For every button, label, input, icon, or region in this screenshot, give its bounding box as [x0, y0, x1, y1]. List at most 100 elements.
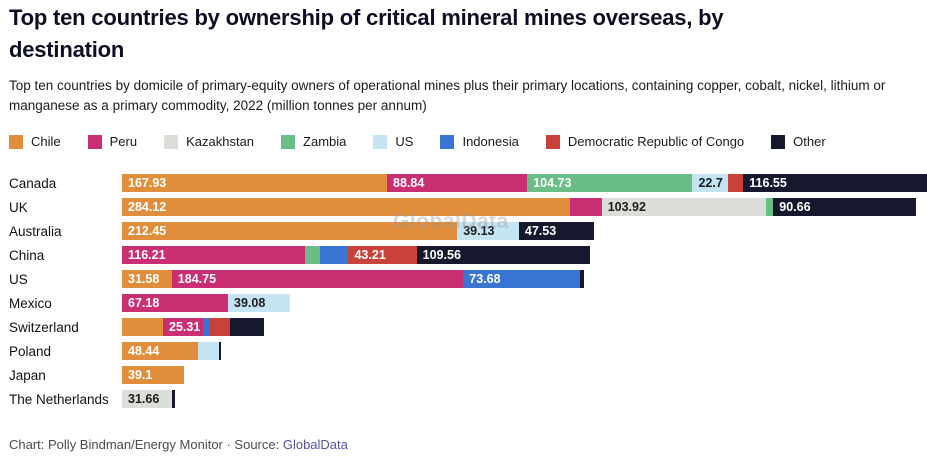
bar-row: US 31.58 184.75 73.68 [9, 267, 917, 291]
bar-row: Mexico 67.18 39.08 [9, 291, 917, 315]
bar-segment: 88.84 [387, 174, 528, 193]
segment-value: 39.08 [234, 296, 266, 311]
bar-segment [198, 342, 219, 361]
bar-row: Japan 39.1 [9, 363, 917, 387]
segment-value: 67.18 [128, 296, 160, 311]
bar-segment [305, 246, 320, 265]
segment-value: 104.73 [533, 176, 572, 191]
segment-value: 284.12 [128, 200, 167, 215]
bar-segment [229, 318, 264, 337]
bar-track: 25.31 [122, 318, 264, 337]
bar-row: Australia 212.45 39.13 47.53 [9, 219, 917, 243]
page-title: Top ten countries by ownership of critic… [9, 5, 724, 62]
bar-track: 167.93 88.84 104.73 22.7 116.55 [122, 174, 927, 193]
bar-segment: 90.66 [773, 198, 917, 217]
bar-row: Switzerland 25.31 [9, 315, 917, 339]
segment-value: 167.93 [128, 176, 167, 191]
legend-item-kazakhstan: Kazakhstan [164, 134, 254, 149]
bar-row: China 116.21 43.21 109.56 [9, 243, 917, 267]
segment-value: 184.75 [177, 272, 217, 287]
legend-label: Zambia [303, 134, 347, 150]
segment-value: 73.68 [469, 272, 501, 287]
bar-track: 39.1 [122, 366, 184, 385]
bar-segment: 67.18 [122, 294, 228, 313]
bar-row: UK 284.12 103.92 90.66 [9, 195, 917, 219]
legend-swatch-icon [281, 134, 296, 149]
legend-item-other: Other [771, 134, 826, 149]
bar-segment: 116.55 [743, 174, 927, 193]
bar-segment: 25.31 [163, 318, 203, 337]
segment-value: 47.53 [524, 224, 557, 239]
footer-credit: Chart: Polly Bindman/Energy Monitor · So… [9, 437, 283, 452]
bar-segment [570, 198, 602, 217]
bar-segment: 39.1 [122, 366, 184, 385]
bar-segment [728, 174, 744, 193]
bar-segment: 109.56 [416, 246, 590, 265]
legend-item-zambia: Zambia [281, 134, 346, 149]
row-label: Mexico [9, 295, 52, 311]
chart-subtitle: Top ten countries by domicile of primary… [9, 77, 886, 114]
bar-segment: 116.21 [122, 246, 306, 265]
segment-value: 22.7 [698, 176, 723, 191]
bar-segment: 31.66 [122, 390, 172, 409]
bar-segment [172, 390, 176, 409]
bar-track: 31.66 [122, 390, 176, 409]
legend-item-indonesia: Indonesia [440, 134, 519, 150]
legend-label: Peru [109, 134, 138, 150]
row-label: Canada [9, 175, 57, 191]
segment-value: 31.66 [128, 392, 160, 407]
bar-segment [319, 246, 349, 265]
bar-row: Poland 48.44 [9, 339, 917, 363]
bar-segment: 73.68 [463, 270, 580, 289]
bar-segment: 39.13 [457, 222, 519, 241]
segment-value: 88.84 [393, 176, 425, 191]
source-link[interactable]: GlobalData [282, 437, 348, 452]
bar-segment: 167.93 [122, 174, 387, 193]
bar-segment: 43.21 [348, 246, 417, 265]
row-label: Australia [9, 223, 62, 239]
bar-segment [202, 318, 209, 337]
legend-label: Kazakhstan [186, 134, 255, 150]
legend-item-us: US [373, 134, 413, 149]
bar-track: 284.12 103.92 90.66 [122, 198, 917, 217]
legend-label: Indonesia [462, 134, 519, 150]
bar-segment: 31.58 [122, 270, 172, 289]
chart-legend: Chile Peru Kazakhstan Zambia US Indonesia Demo… [9, 134, 917, 149]
segment-value: 116.21 [128, 248, 166, 263]
legend-item-chile: Chile [9, 134, 61, 149]
row-label: Poland [9, 343, 52, 359]
segment-value: 90.66 [779, 200, 811, 215]
bar-segment: 22.7 [692, 174, 729, 193]
legend-label: Chile [31, 134, 61, 150]
bar-segment: 284.12 [122, 198, 571, 217]
legend-label: Democratic Republic of Congo [567, 134, 745, 150]
bar-segment: 47.53 [518, 222, 594, 241]
bar-segment: 104.73 [527, 174, 693, 193]
segment-value: 31.58 [128, 272, 160, 287]
bar-track: 116.21 43.21 109.56 [122, 246, 590, 265]
segment-value: 39.1 [128, 368, 153, 383]
bar-row: Canada 167.93 88.84 104.73 22.7 116.55 [9, 171, 927, 195]
row-label: US [9, 271, 28, 287]
legend-swatch-icon [164, 134, 179, 149]
bar-segment: 39.08 [228, 294, 290, 313]
chart-footer: Chart: Polly Bindman/Energy Monitor · So… [9, 437, 348, 452]
row-label: UK [9, 199, 28, 215]
bar-segment [218, 342, 222, 361]
legend-swatch-icon [373, 134, 388, 149]
bar-segment: 48.44 [122, 342, 199, 361]
legend-swatch-icon [9, 134, 23, 149]
bar-segment: 103.92 [601, 198, 766, 217]
bar-track: 48.44 [122, 342, 222, 361]
legend-item-peru: Peru [87, 134, 138, 150]
bar-segment [765, 198, 774, 217]
row-label: Switzerland [9, 319, 79, 335]
legend-item-democratic-republic-of-congo: Democratic Republic of Congo [545, 134, 745, 150]
stacked-bar-chart: Canada 167.93 88.84 104.73 22.7 116.55 UK 284.1… [9, 171, 927, 411]
bar-segment: 212.45 [122, 222, 458, 241]
legend-swatch-icon [545, 134, 560, 149]
bar-track: 212.45 39.13 47.53 [122, 222, 594, 241]
legend-swatch-icon [771, 134, 786, 149]
segment-value: 109.56 [422, 248, 461, 263]
bar-segment [579, 270, 584, 289]
